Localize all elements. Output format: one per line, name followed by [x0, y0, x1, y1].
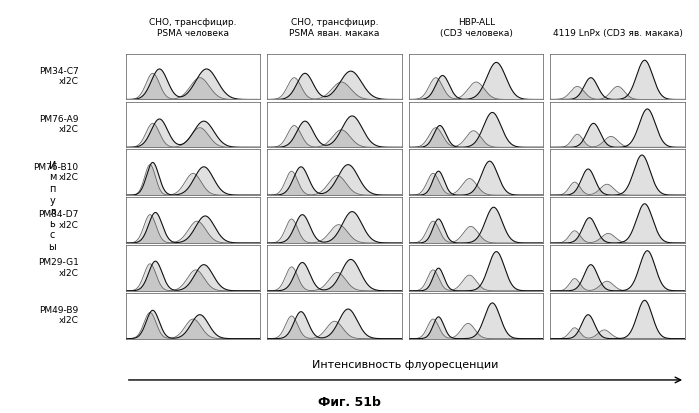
Text: PM84-D7
xI2C: PM84-D7 xI2C	[38, 210, 79, 230]
Text: И
м
п
у
л
ь
с
ы: И м п у л ь с ы	[48, 161, 57, 252]
Text: PM76-B10
xI2C: PM76-B10 xI2C	[34, 163, 79, 182]
Text: PM49-B9
xI2C: PM49-B9 xI2C	[39, 306, 79, 325]
Text: CHO, трансфицир.
PSMA человека: CHO, трансфицир. PSMA человека	[150, 18, 237, 38]
Text: CHO, трансфицир.
PSMA яван. макака: CHO, трансфицир. PSMA яван. макака	[289, 18, 380, 38]
Text: HBP-ALL
(CD3 человека): HBP-ALL (CD3 человека)	[440, 18, 512, 38]
Text: PM29-G1
xI2C: PM29-G1 xI2C	[38, 258, 79, 278]
Text: PM34-C7
xI2C: PM34-C7 xI2C	[39, 67, 79, 86]
Text: 4119 LnPx (CD3 яв. макака): 4119 LnPx (CD3 яв. макака)	[553, 28, 683, 38]
Text: PM76-A9
xI2C: PM76-A9 xI2C	[39, 115, 79, 134]
Text: Интенсивность флуоресценции: Интенсивность флуоресценции	[312, 360, 498, 370]
Text: Фиг. 51b: Фиг. 51b	[318, 396, 381, 409]
